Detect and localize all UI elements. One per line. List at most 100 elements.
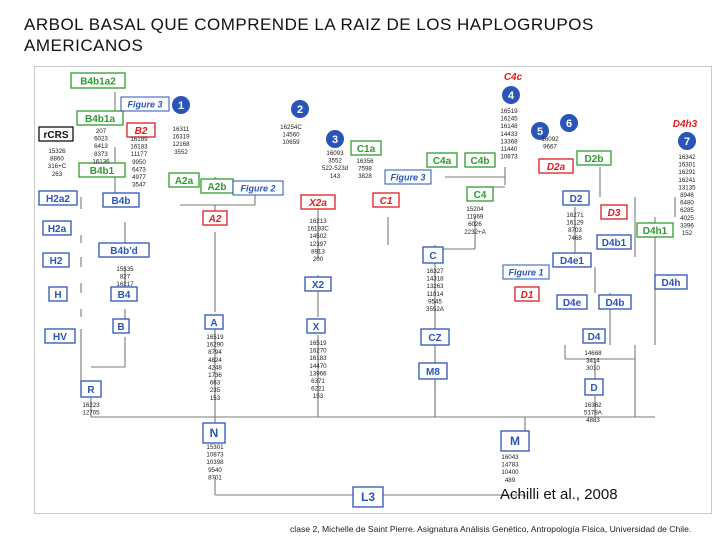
svg-text:4824: 4824 — [208, 357, 222, 364]
haplogroup-d1: D1 — [514, 286, 540, 302]
svg-text:10659: 10659 — [282, 139, 300, 146]
haplogroup-h: H — [48, 286, 68, 302]
svg-text:9667: 9667 — [543, 144, 557, 151]
svg-text:16223: 16223 — [82, 402, 100, 409]
haplogroup-d4h1: D4h1 — [636, 222, 674, 238]
svg-text:X2: X2 — [312, 280, 325, 291]
haplogroup-c1a: C1a — [350, 140, 382, 156]
svg-text:522-523d: 522-523d — [322, 165, 349, 172]
svg-text:6413: 6413 — [94, 143, 108, 150]
svg-text:6023: 6023 — [94, 136, 108, 143]
svg-text:16519: 16519 — [206, 334, 224, 341]
svg-text:235: 235 — [210, 387, 221, 394]
clade-number-3: 3 — [326, 130, 344, 148]
svg-text:16189: 16189 — [130, 136, 148, 143]
svg-text:B4b1a: B4b1a — [85, 114, 115, 125]
svg-text:H2a: H2a — [48, 224, 67, 235]
haplogroup-d4e: D4e — [556, 294, 588, 310]
haplogroup-rcrs: rCRS — [38, 126, 74, 142]
haplogroup-h2a2: H2a2 — [38, 190, 78, 206]
svg-text:16270: 16270 — [309, 348, 327, 355]
haplogroup-c4a: C4a — [426, 152, 458, 168]
haplogroup-b4b1: B4b1 — [78, 162, 126, 178]
svg-text:263: 263 — [52, 171, 63, 178]
haplogroup-a2: A2 — [202, 210, 228, 226]
svg-text:C4c: C4c — [504, 72, 523, 83]
svg-text:C: C — [429, 251, 436, 262]
svg-text:16245: 16245 — [500, 116, 518, 123]
svg-text:R: R — [87, 385, 95, 396]
svg-text:8913: 8913 — [311, 248, 325, 255]
haplogroup-b4: B4 — [110, 286, 138, 302]
svg-text:6026: 6026 — [468, 221, 482, 228]
svg-text:D2: D2 — [570, 194, 583, 205]
haplogroup-d3: D3 — [600, 204, 628, 220]
svg-text:7598: 7598 — [358, 166, 372, 173]
haplogroup-d: D — [584, 378, 604, 396]
svg-text:H: H — [54, 290, 61, 301]
svg-text:10400: 10400 — [501, 469, 519, 476]
svg-text:16183: 16183 — [130, 144, 148, 151]
clade-number-4: 4 — [502, 86, 520, 104]
svg-text:5178A: 5178A — [584, 410, 603, 417]
figure-reference-label: Figure 3 — [120, 96, 170, 112]
svg-text:16291: 16291 — [678, 169, 696, 176]
svg-text:489: 489 — [505, 477, 516, 484]
haplogroup-b4b: B4b — [102, 192, 140, 208]
svg-text:16519: 16519 — [500, 108, 518, 115]
svg-text:N: N — [210, 426, 219, 440]
svg-text:CZ: CZ — [428, 333, 441, 344]
svg-text:6480: 6480 — [680, 200, 694, 207]
svg-text:B4b'd: B4b'd — [110, 246, 137, 257]
svg-text:16193C: 16193C — [307, 226, 329, 233]
svg-text:3547: 3547 — [132, 182, 146, 189]
haplogroup-x2: X2 — [304, 276, 332, 292]
svg-text:X: X — [313, 322, 320, 333]
svg-text:207: 207 — [96, 128, 107, 135]
svg-text:Figure 2: Figure 2 — [240, 184, 275, 194]
svg-text:16213: 16213 — [309, 218, 327, 225]
svg-text:3396: 3396 — [680, 222, 694, 229]
svg-text:12168: 12168 — [172, 141, 190, 148]
haplogroup-a: A — [204, 314, 224, 330]
svg-text:1: 1 — [178, 100, 184, 112]
svg-text:D4b: D4b — [606, 298, 625, 309]
haplogroup-d4b1: D4b1 — [596, 234, 632, 250]
haplogroup-d4h: D4h — [654, 274, 688, 290]
haplogroup-b4d: B4b'd — [98, 242, 150, 258]
svg-text:D2a: D2a — [547, 162, 566, 173]
svg-text:X2a: X2a — [308, 198, 327, 209]
svg-text:A2: A2 — [208, 214, 222, 225]
svg-text:153: 153 — [313, 393, 324, 400]
svg-text:16254C: 16254C — [280, 124, 302, 131]
svg-text:16342: 16342 — [678, 154, 696, 161]
haplogroup-l3: L3 — [352, 486, 384, 508]
svg-text:3552: 3552 — [328, 158, 342, 165]
svg-text:8373: 8373 — [94, 151, 108, 158]
svg-text:M8: M8 — [426, 367, 440, 378]
svg-text:D4e1: D4e1 — [560, 256, 584, 267]
svg-text:3552A: 3552A — [426, 306, 445, 313]
haplogroup-d2a: D2a — [538, 158, 574, 174]
svg-text:14433: 14433 — [500, 131, 518, 138]
svg-text:827: 827 — [120, 274, 131, 281]
svg-text:6371: 6371 — [311, 378, 325, 385]
svg-text:11969: 11969 — [467, 214, 484, 221]
svg-text:D4: D4 — [588, 332, 601, 343]
haplogroup-d4h3: D4h3 — [673, 119, 698, 130]
svg-text:14502: 14502 — [309, 233, 327, 240]
haplogroup-c4c: C4c — [504, 72, 523, 83]
svg-text:152: 152 — [682, 230, 693, 237]
svg-text:C1a: C1a — [357, 144, 376, 155]
svg-text:B4b1a2: B4b1a2 — [80, 76, 116, 87]
